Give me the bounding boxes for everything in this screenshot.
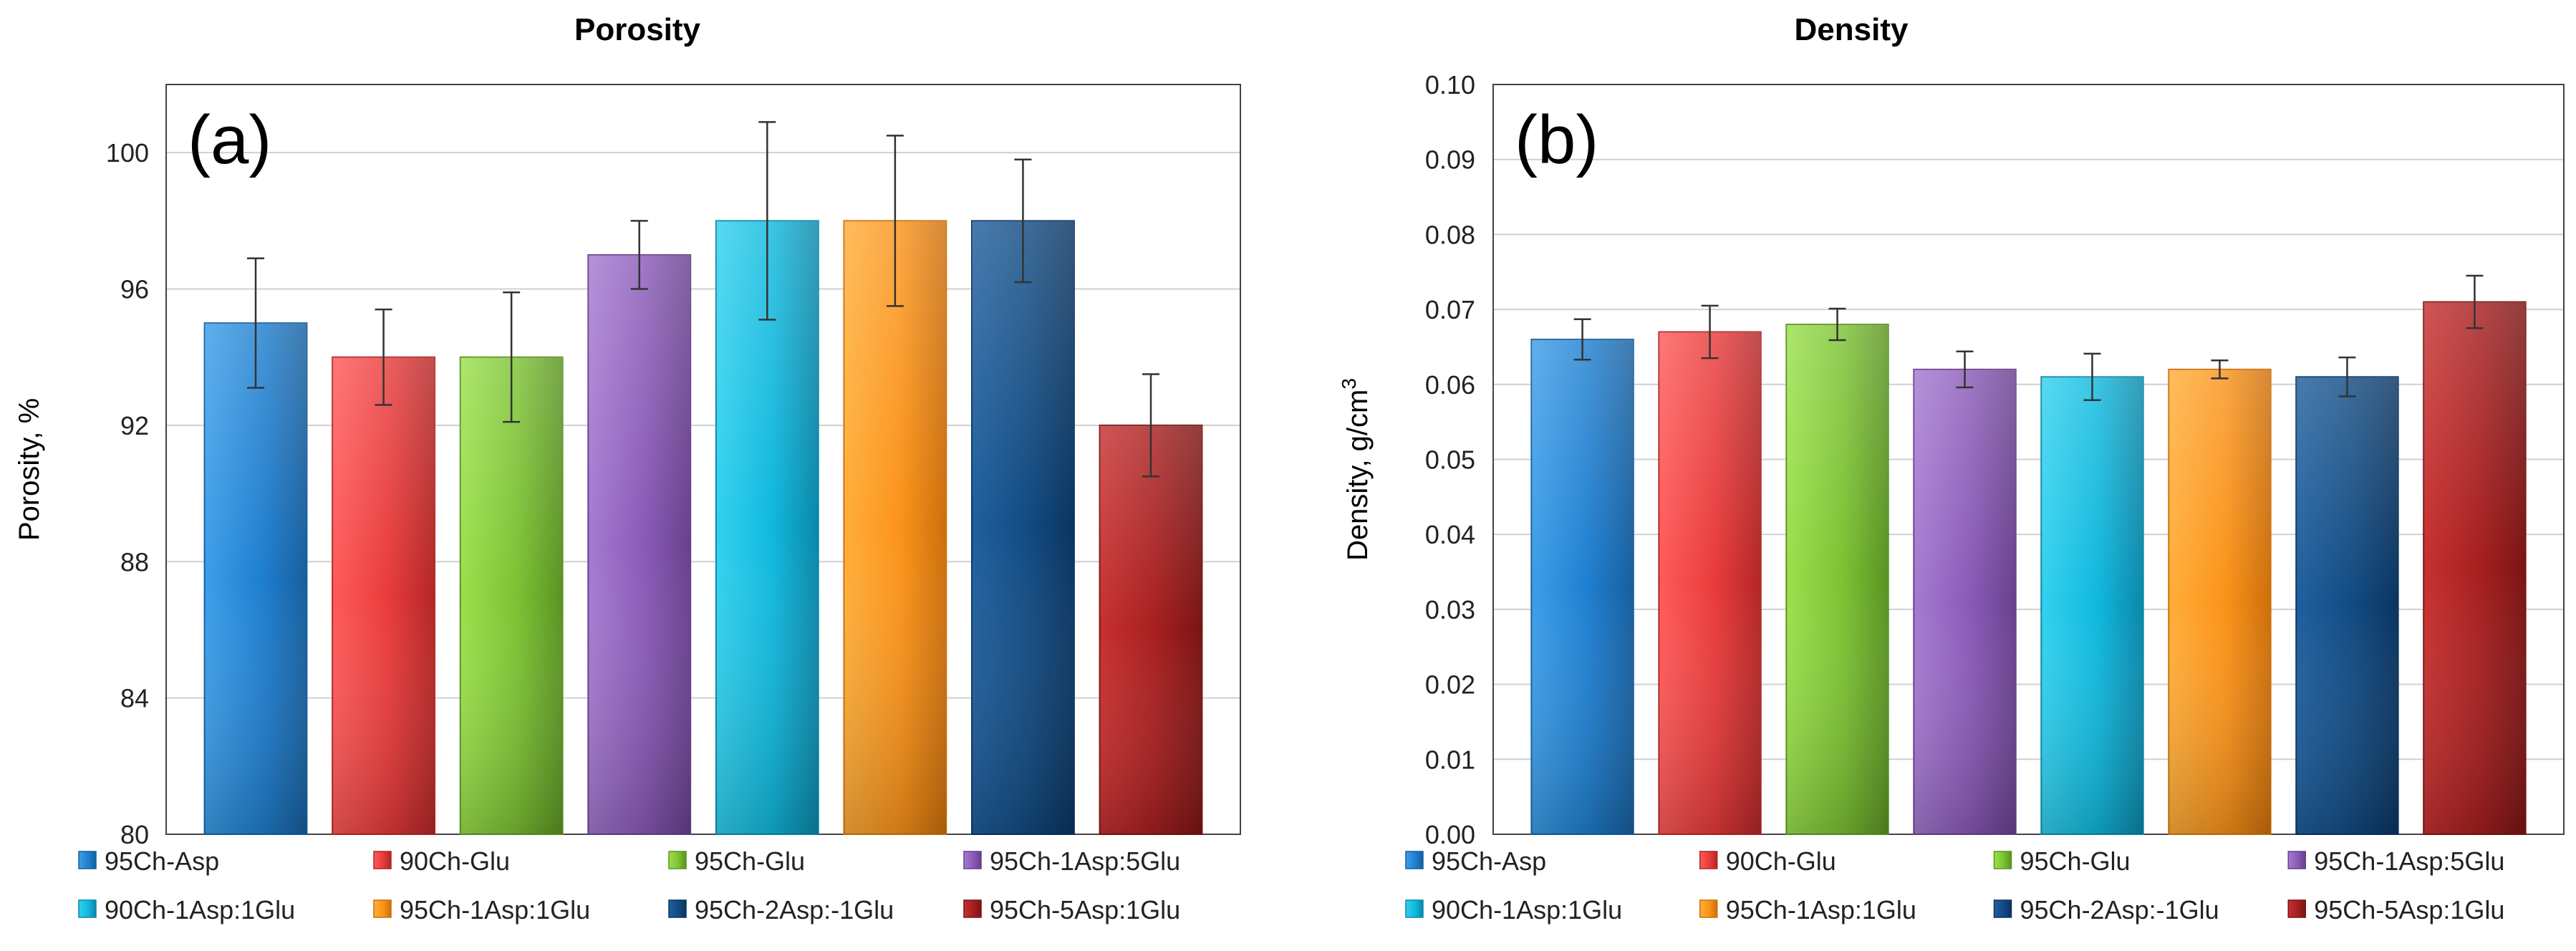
- legend-swatch: [2287, 851, 2306, 869]
- bar-shade: [972, 221, 1074, 834]
- bar-shade: [2423, 301, 2526, 834]
- y-tick-label: 96: [120, 275, 149, 304]
- legend-swatch: [1699, 899, 1718, 918]
- legend-swatch: [963, 899, 982, 918]
- y-tick-label: 0.07: [1425, 295, 1475, 324]
- legend-label: 90Ch-Glu: [1726, 846, 1836, 876]
- legend-swatch: [2287, 899, 2306, 918]
- bar-shade: [1531, 339, 1634, 835]
- bar-shade: [715, 221, 819, 834]
- chart-title: Density: [1795, 12, 1909, 47]
- bar-shade: [2296, 377, 2398, 834]
- y-tick-label: 0.09: [1425, 145, 1475, 175]
- legend-swatch: [1405, 899, 1424, 918]
- y-tick-label: 100: [106, 138, 149, 168]
- y-axis-label-superscript: 3: [1338, 378, 1360, 390]
- y-axis-label: Density, g/cm3: [1338, 378, 1374, 561]
- legend-label: 90Ch-1Asp:1Glu: [105, 895, 295, 925]
- legend-label: 95Ch-1Asp:1Glu: [1726, 895, 1916, 925]
- bar-shade: [460, 357, 563, 834]
- y-tick-label: 0.03: [1425, 595, 1475, 624]
- y-tick-label: 0.06: [1425, 370, 1475, 400]
- y-axis-label-text: Porosity, %: [14, 398, 45, 541]
- y-tick-label: 0.10: [1425, 70, 1475, 100]
- y-tick-label: 0.04: [1425, 520, 1475, 549]
- legend-label: 95Ch-2Asp:-1Glu: [695, 895, 894, 925]
- y-axis-label-text: Density, g/cm: [1342, 390, 1374, 561]
- panel-label: (a): [188, 102, 271, 178]
- y-tick-label: 80: [120, 820, 149, 849]
- legend-swatch: [1405, 851, 1424, 869]
- bar-shade: [1914, 369, 2016, 834]
- legend-label: 90Ch-1Asp:1Glu: [1432, 895, 1622, 925]
- y-tick-label: 88: [120, 547, 149, 576]
- y-tick-label: 0.02: [1425, 670, 1475, 700]
- y-tick-label: 84: [120, 684, 149, 713]
- legend-label: 90Ch-Glu: [400, 846, 510, 876]
- bar-shade: [2041, 377, 2143, 834]
- panel-a-porosity: Porosity 80 84 88 92 96 100 Porosity, % (a) 95Ch-…: [14, 12, 1241, 925]
- legend-label: 95Ch-Asp: [1432, 846, 1546, 876]
- legend-swatch: [668, 851, 687, 869]
- legend-swatch: [668, 899, 687, 918]
- legend-label: 95Ch-1Asp:5Glu: [2314, 846, 2504, 876]
- legend-swatch: [1993, 899, 2012, 918]
- panel-label: (b): [1515, 102, 1598, 178]
- legend-label: 95Ch-Glu: [695, 846, 805, 876]
- bar-shade: [588, 254, 691, 834]
- legend-label: 95Ch-5Asp:1Glu: [2314, 895, 2504, 925]
- legend-label: 95Ch-1Asp:1Glu: [400, 895, 590, 925]
- chart-title: Porosity: [574, 12, 701, 47]
- bar-shade: [332, 357, 435, 834]
- legend-swatch: [963, 851, 982, 869]
- bar-shade: [844, 221, 947, 834]
- y-tick-label: 92: [120, 411, 149, 440]
- plot-area: [165, 84, 1241, 835]
- bar-shade: [2169, 369, 2271, 834]
- legend-swatch: [1699, 851, 1718, 869]
- y-tick-label: 0.05: [1425, 445, 1475, 475]
- legend-label: 95Ch-Glu: [2020, 846, 2131, 876]
- panel-b-density: Density 0.00 0.01 0.02 0.03 0.04 0.05 0.06 0.07 0…: [1338, 12, 2565, 925]
- y-tick-label: 0.00: [1425, 820, 1475, 849]
- legend-label: 95Ch-Asp: [105, 846, 219, 876]
- legend-swatch: [78, 851, 97, 869]
- legend-label: 95Ch-5Asp:1Glu: [990, 895, 1180, 925]
- legend-label: 95Ch-1Asp:5Glu: [990, 846, 1180, 876]
- bar-shade: [1099, 425, 1202, 834]
- legend-swatch: [78, 899, 97, 918]
- legend-swatch: [373, 851, 392, 869]
- bar-shade: [1659, 332, 1761, 834]
- y-tick-label: 0.01: [1425, 745, 1475, 774]
- y-axis-label: Porosity, %: [14, 398, 45, 541]
- legend-label: 95Ch-2Asp:-1Glu: [2020, 895, 2219, 925]
- legend-swatch: [1993, 851, 2012, 869]
- legend-swatch: [373, 899, 392, 918]
- plot-area: [1492, 84, 2565, 835]
- y-tick-label: 0.08: [1425, 220, 1475, 249]
- bar-shade: [1786, 324, 1888, 834]
- bar-shade: [204, 323, 307, 834]
